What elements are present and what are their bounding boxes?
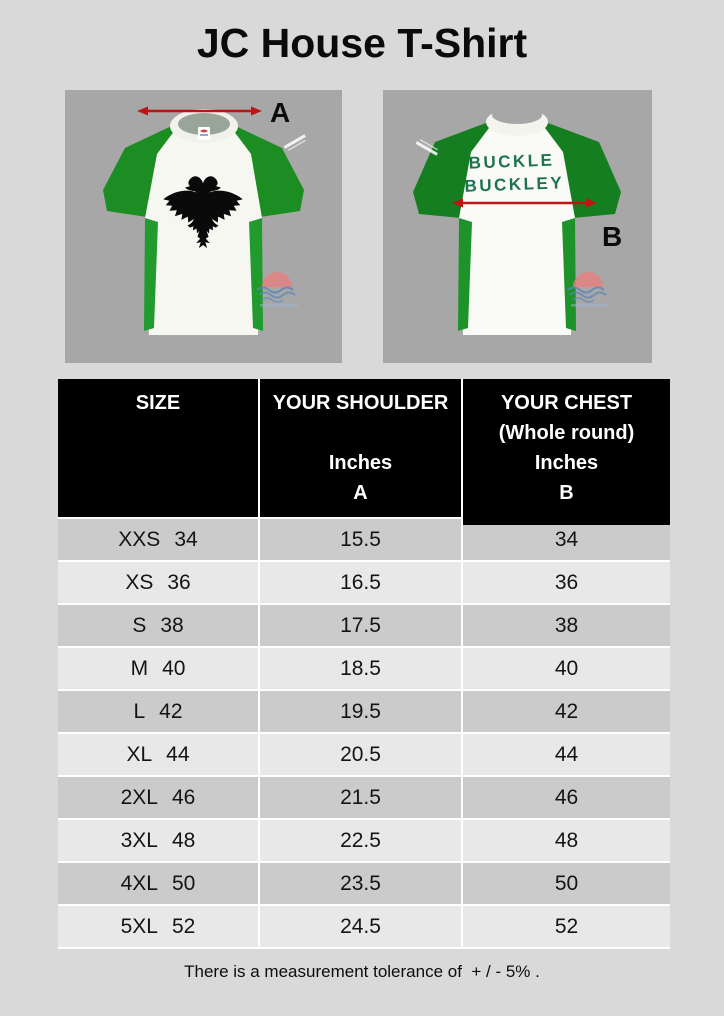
chest-cell: 52 (463, 906, 670, 947)
shoulder-cell: 15.5 (260, 519, 461, 560)
size-code: S (132, 613, 147, 637)
sleeve-brand-mark (415, 139, 438, 156)
back-shirt-illustration: BUCKLE BUCKLEY B (413, 106, 622, 335)
size-cell: L 42 (58, 691, 258, 732)
header-chest-title: YOUR CHEST (500, 392, 633, 414)
size-number: 44 (166, 742, 190, 766)
table-row: 4XL 50 23.5 50 (58, 863, 670, 904)
size-number: 46 (172, 785, 196, 809)
chest-cell: 48 (463, 820, 670, 861)
table-row: 3XL 48 22.5 48 (58, 820, 670, 861)
front-shirt-illustration: A (103, 97, 306, 335)
size-number: 40 (162, 656, 186, 680)
shoulder-cell: 24.5 (260, 906, 461, 947)
page-title: JC House T-Shirt (196, 20, 528, 66)
chest-cell: 36 (463, 562, 670, 603)
size-code: 3XL (120, 828, 158, 852)
size-number: 52 (172, 914, 196, 938)
size-cell: 2XL 46 (58, 777, 258, 818)
back-print-line1: BUCKLE (468, 151, 554, 173)
back-shirt-body (413, 106, 621, 335)
header-chest-letter: B (559, 482, 574, 504)
collar-tag (198, 127, 210, 140)
size-cell: M 40 (58, 648, 258, 689)
chest-cell: 44 (463, 734, 670, 775)
table-row: 5XL 52 24.5 52 (58, 906, 670, 947)
header-shoulder-letter: A (353, 482, 368, 504)
size-code: 2XL (120, 785, 158, 809)
size-code: XXS (118, 527, 161, 551)
header-shoulder-units: Inches (328, 452, 393, 474)
watermark-logo (567, 272, 609, 307)
table-row: 2XL 46 21.5 46 (58, 777, 670, 818)
column-header-chest: YOUR CHEST (Whole round) Inches B (463, 379, 670, 525)
header-chest-subtitle: (Whole round) (498, 422, 635, 444)
measure-label-b: B (602, 221, 622, 252)
size-number: 38 (160, 613, 184, 637)
size-number: 50 (172, 871, 196, 895)
size-code: 4XL (120, 871, 158, 895)
size-code: M (130, 656, 149, 680)
back-print-text: BUCKLE BUCKLEY (464, 151, 564, 196)
size-cell: 5XL 52 (58, 906, 258, 947)
shoulder-cell: 21.5 (260, 777, 461, 818)
front-shirt-photo: A (65, 90, 342, 363)
shoulder-cell: 20.5 (260, 734, 461, 775)
tolerance-note: There is a measurement tolerance of + / … (184, 962, 540, 981)
size-cell: 3XL 48 (58, 820, 258, 861)
measure-label-a: A (270, 97, 290, 128)
chest-cell: 38 (463, 605, 670, 646)
size-number: 36 (167, 570, 191, 594)
size-cell: XS 36 (58, 562, 258, 603)
shoulder-cell: 16.5 (260, 562, 461, 603)
size-code: XL (126, 742, 153, 766)
size-chart-table: SIZE YOUR SHOULDER Inches A YOUR CHEST (… (58, 379, 670, 949)
size-number: 34 (174, 527, 198, 551)
shoulder-cell: 22.5 (260, 820, 461, 861)
header-chest-units: Inches (534, 452, 599, 474)
chest-cell: 34 (463, 519, 670, 560)
shoulder-cell: 18.5 (260, 648, 461, 689)
size-cell: S 38 (58, 605, 258, 646)
table-row: XXS 34 15.5 34 (58, 519, 670, 560)
chest-measure-arrow (452, 198, 597, 208)
table-row: M 40 18.5 40 (58, 648, 670, 689)
table-row: L 42 19.5 42 (58, 691, 670, 732)
table-row: XS 36 16.5 36 (58, 562, 670, 603)
size-cell: XL 44 (58, 734, 258, 775)
chest-cell: 42 (463, 691, 670, 732)
size-code: 5XL (120, 914, 158, 938)
chest-cell: 46 (463, 777, 670, 818)
size-cell: XXS 34 (58, 519, 258, 560)
chest-cell: 40 (463, 648, 670, 689)
size-code: L (133, 699, 146, 723)
column-header-size: SIZE (58, 379, 258, 517)
eagle-emblem (163, 176, 243, 249)
table-row: S 38 17.5 38 (58, 605, 670, 646)
chest-cell: 50 (463, 863, 670, 904)
watermark-logo (256, 272, 298, 307)
shoulder-cell: 23.5 (260, 863, 461, 904)
header-shoulder-title: YOUR SHOULDER (272, 392, 449, 414)
shoulder-measure-arrow (137, 106, 262, 116)
shoulder-cell: 17.5 (260, 605, 461, 646)
back-shirt-photo: BUCKLE BUCKLEY B (383, 90, 652, 363)
size-code: XS (125, 570, 154, 594)
size-number: 48 (172, 828, 196, 852)
sleeve-brand-mark (283, 134, 306, 151)
back-print-line2: BUCKLEY (464, 173, 564, 195)
header-size-label: SIZE (135, 392, 181, 414)
table-header-row: SIZE YOUR SHOULDER Inches A YOUR CHEST (… (58, 379, 670, 525)
shoulder-cell: 19.5 (260, 691, 461, 732)
table-row: XL 44 20.5 44 (58, 734, 670, 775)
column-header-shoulder: YOUR SHOULDER Inches A (260, 379, 461, 517)
size-cell: 4XL 50 (58, 863, 258, 904)
size-number: 42 (159, 699, 183, 723)
